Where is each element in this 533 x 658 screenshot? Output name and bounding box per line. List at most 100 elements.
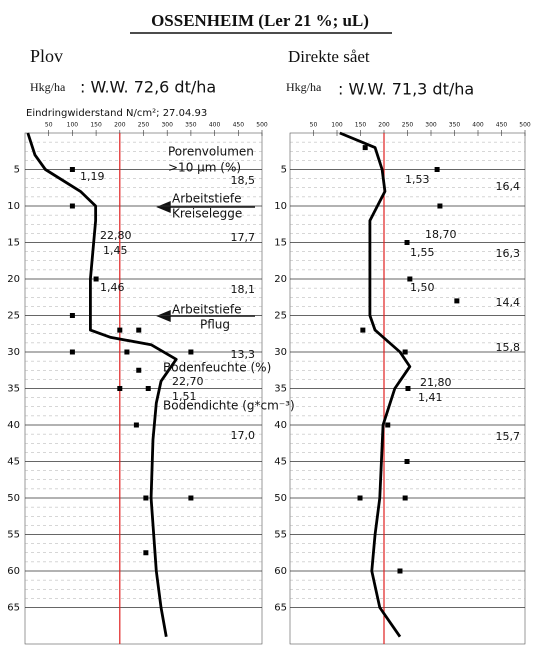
point: [143, 495, 149, 501]
x-tick-label: 50: [45, 122, 53, 129]
point: [404, 459, 410, 464]
annotation: 14,4: [496, 296, 521, 309]
annotation: 16,3: [496, 247, 521, 260]
x-tick-label: 450: [233, 122, 245, 129]
y-tick-label: 55: [274, 530, 287, 541]
point: [404, 240, 410, 245]
y-tick-label: 55: [7, 530, 20, 541]
left-label: Plov: [30, 46, 63, 66]
annotation: 1,45: [103, 244, 128, 257]
point: [402, 349, 408, 355]
point: [136, 327, 142, 333]
point: [357, 495, 363, 501]
point: [133, 422, 139, 428]
point: [188, 495, 194, 501]
title: OSSENHEIM (Ler 21 %; uL): [151, 11, 369, 30]
y-tick-label: 60: [274, 566, 287, 577]
point: [405, 386, 411, 391]
x-tick-label: 350: [185, 122, 197, 129]
annotation: 22,70: [172, 375, 204, 388]
point: [143, 550, 149, 556]
y-tick-label: 30: [7, 347, 20, 358]
right-unit: Hkg/ha: [286, 80, 322, 94]
annotation: >10 µm (%): [168, 161, 241, 175]
subtitle: Eindringwiderstand N/cm²; 27.04.93: [26, 108, 207, 119]
x-tick-label: 50: [310, 122, 318, 129]
annotation: Bodendichte (g*cm⁻³): [163, 399, 295, 413]
annotation: 16,4: [496, 180, 521, 193]
y-tick-label: 5: [14, 165, 20, 176]
resistance-curve: [26, 132, 178, 637]
x-tick-label: 300: [161, 122, 173, 129]
annotation: 17,7: [231, 231, 256, 244]
x-tick-label: 150: [90, 122, 102, 129]
y-tick-label: 10: [274, 201, 287, 212]
left-unit: Hkg/ha: [30, 80, 66, 94]
y-tick-label: 45: [274, 457, 287, 468]
point: [454, 298, 460, 304]
annotation: Pflug: [200, 318, 230, 332]
point: [188, 349, 194, 355]
x-tick-label: 400: [209, 122, 221, 129]
x-tick-label: 100: [331, 122, 343, 129]
point: [136, 367, 142, 373]
x-tick-label: 450: [496, 122, 508, 129]
y-tick-label: 40: [274, 420, 287, 431]
point: [145, 386, 151, 391]
y-tick-label: 25: [274, 311, 287, 322]
y-tick-label: 65: [274, 603, 287, 614]
x-tick-label: 400: [472, 122, 484, 129]
annotation: 17,0: [231, 429, 256, 442]
annotation: 18,70: [425, 228, 457, 241]
annotation: Porenvolumen: [168, 145, 254, 159]
point: [69, 313, 75, 318]
annotation: 1,41: [418, 391, 443, 404]
y-tick-label: 50: [274, 493, 287, 504]
annotation: Bodenfeuchte (%): [163, 361, 271, 375]
y-tick-label: 20: [7, 274, 20, 285]
annotation: Arbeitstiefe: [172, 303, 241, 317]
x-tick-label: 500: [256, 122, 268, 129]
y-tick-label: 50: [7, 493, 20, 504]
x-tick-label: 300: [425, 122, 437, 129]
arrows: [156, 200, 255, 323]
point: [117, 327, 123, 333]
y-tick-label: 15: [7, 238, 20, 249]
y-tick-label: 10: [7, 201, 20, 212]
x-tick-label: 150: [355, 122, 367, 129]
y-tick-label: 35: [7, 384, 20, 395]
point: [69, 203, 75, 209]
annotation: 1,55: [410, 246, 435, 259]
point: [117, 386, 123, 391]
point: [434, 167, 440, 172]
y-tick-label: 5: [281, 165, 287, 176]
x-tick-label: 250: [138, 122, 150, 129]
point: [124, 349, 130, 355]
annotation: 1,53: [405, 173, 430, 186]
x-tick-label: 250: [402, 122, 414, 129]
annotation: 1,46: [100, 281, 125, 294]
point: [360, 327, 366, 333]
annotation: 15,7: [496, 430, 521, 443]
point: [402, 495, 408, 501]
x-tick-label: 350: [449, 122, 461, 129]
annotation: 22,80: [100, 229, 132, 242]
annotation: 18,5: [231, 174, 256, 187]
y-tick-label: 35: [274, 384, 287, 395]
point: [69, 167, 75, 172]
annotation: 1,51: [172, 390, 197, 403]
point: [437, 203, 443, 209]
right-yield: : W.W. 71,3 dt/ha: [338, 80, 474, 99]
annotation: Arbeitstiefe: [172, 192, 241, 206]
annotation: 13,3: [231, 348, 256, 361]
annotation: 1,19: [80, 170, 105, 183]
point: [385, 422, 391, 428]
y-tick-label: 40: [7, 420, 20, 431]
y-tick-label: 65: [7, 603, 20, 614]
point: [362, 145, 368, 151]
point: [407, 276, 413, 282]
y-tick-label: 30: [274, 347, 287, 358]
resistance-curve: [339, 131, 412, 638]
y-tick-label: 60: [7, 566, 20, 577]
